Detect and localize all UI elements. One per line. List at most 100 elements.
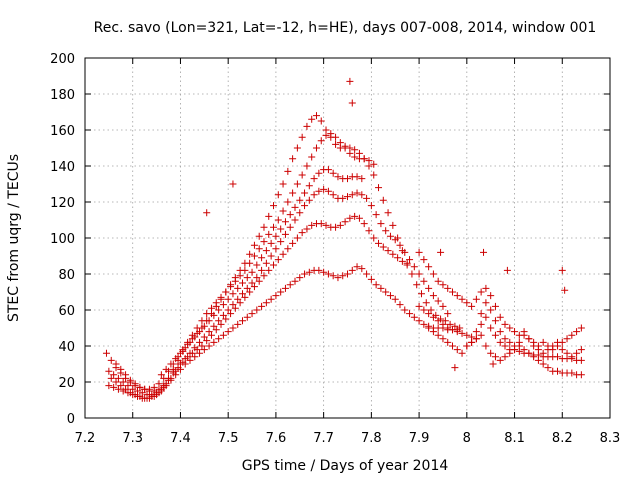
data-point-arc-d [415, 317, 423, 325]
data-point-arc-b [229, 301, 237, 309]
data-point-arc-e [332, 133, 340, 141]
data-point-arc-f [353, 173, 361, 181]
data-point-arc-d [296, 274, 304, 282]
y-tick-label: 20 [58, 376, 75, 391]
data-point-tail-d [568, 353, 576, 361]
data-point-arc-b [267, 252, 275, 260]
data-point-arc-d [339, 272, 347, 280]
data-point-outlier [489, 360, 497, 368]
data-point-tail-a [477, 288, 485, 296]
x-tick-label: 7.6 [266, 431, 287, 446]
data-point-arc-a [351, 146, 359, 154]
data-point-arc-b [296, 209, 304, 217]
data-point-arc-c [112, 378, 120, 386]
data-point-arc-c [298, 229, 306, 237]
data-point-arc-f [258, 254, 266, 262]
data-point-arc-f [281, 218, 289, 226]
data-point-arc-d [239, 317, 246, 325]
data-point-arc-d [129, 391, 137, 399]
data-point-arc-b [429, 292, 437, 300]
data-point-tail-a [429, 270, 437, 278]
data-point-tail-d [515, 338, 523, 346]
data-point-arc-e [217, 293, 225, 301]
data-point-tail-d [482, 299, 490, 307]
data-point-tail-d [477, 310, 485, 318]
data-point-arc-b [425, 284, 433, 292]
data-point-arc-b [277, 238, 285, 246]
data-point-tail-b [463, 331, 471, 339]
data-point-tail-c [534, 356, 542, 364]
data-point-arc-b [391, 236, 399, 244]
data-point-tail-d [577, 346, 585, 354]
data-point-tail-d [573, 349, 581, 357]
data-point-tail-a [482, 284, 490, 292]
data-point-arc-a [379, 196, 387, 204]
data-point-arc-e [308, 153, 316, 161]
data-point-arc-c [336, 221, 344, 229]
data-point-arc-c [375, 239, 383, 247]
data-point-arc-b [301, 202, 309, 210]
data-point-arc-f [215, 306, 223, 314]
data-point-tail-c [487, 349, 495, 357]
data-point-arc-b [363, 194, 371, 202]
data-point-arc-b [401, 248, 409, 256]
data-point-arc-c [255, 277, 263, 285]
data-point-tail-d [544, 346, 552, 354]
data-point-arc-d [344, 270, 351, 278]
data-point-arc-d [229, 324, 237, 332]
data-point-arc-c [398, 257, 406, 265]
data-point-arc-f [277, 225, 285, 233]
data-point-arc-b [377, 220, 385, 228]
data-point-tail-d [463, 342, 471, 350]
data-point-tail-a [420, 256, 428, 264]
data-point-arc-d [391, 295, 399, 303]
data-point-arc-b [262, 259, 270, 267]
data-point-arc-d [253, 306, 261, 314]
data-point-arc-f [243, 274, 251, 282]
y-tick-label: 160 [50, 124, 75, 139]
data-point-arc-a [451, 322, 459, 330]
data-point-arc-b [344, 193, 351, 201]
data-point-arc-e [360, 155, 368, 163]
grid [85, 58, 610, 418]
data-point-arc-b [224, 306, 232, 314]
data-point-tail-c [525, 349, 533, 357]
data-point-arc-d [248, 310, 256, 318]
data-point-arc-d [114, 385, 122, 393]
data-point-arc-b [286, 223, 294, 231]
data-point-arc-b [339, 194, 347, 202]
data-point-arc-b [105, 367, 113, 375]
data-point-arc-e [284, 198, 292, 206]
data-point-arc-a [284, 167, 292, 175]
data-point-arc-b [243, 284, 251, 292]
data-point-arc-a [317, 117, 325, 125]
data-point-arc-c [346, 214, 354, 222]
data-point-arc-b [291, 216, 299, 224]
data-point-arc-f [262, 247, 270, 255]
x-axis-title: GPS time / Days of year 2014 [242, 458, 449, 474]
data-point-arc-f [272, 232, 280, 240]
data-point-arc-c [241, 293, 249, 301]
x-tick-label: 7.2 [75, 431, 96, 446]
data-point-tail-a [458, 295, 466, 303]
data-point-arc-f [191, 333, 199, 341]
data-point-tail-c [520, 346, 528, 354]
y-tick-label: 40 [58, 340, 75, 355]
data-point-arc-b [200, 333, 208, 341]
data-point-tail-c [472, 335, 480, 343]
data-point-arc-f [267, 239, 275, 247]
data-point-arc-b [119, 378, 127, 386]
data-point-tail-a [468, 302, 476, 310]
data-point-tail-d [558, 346, 566, 354]
data-point-arc-f [219, 301, 227, 309]
data-point-arc-a [384, 209, 392, 217]
data-point-arc-f [167, 360, 175, 368]
data-point-arc-d [258, 302, 266, 310]
data-point-tail-d [496, 328, 504, 336]
data-point-arc-c [184, 353, 192, 361]
data-point-tail-d [487, 306, 495, 314]
data-point-arc-b [444, 310, 452, 318]
data-point-arc-d [291, 277, 299, 285]
data-point-arc-e [150, 387, 158, 395]
x-tick-label: 7.7 [313, 431, 334, 446]
